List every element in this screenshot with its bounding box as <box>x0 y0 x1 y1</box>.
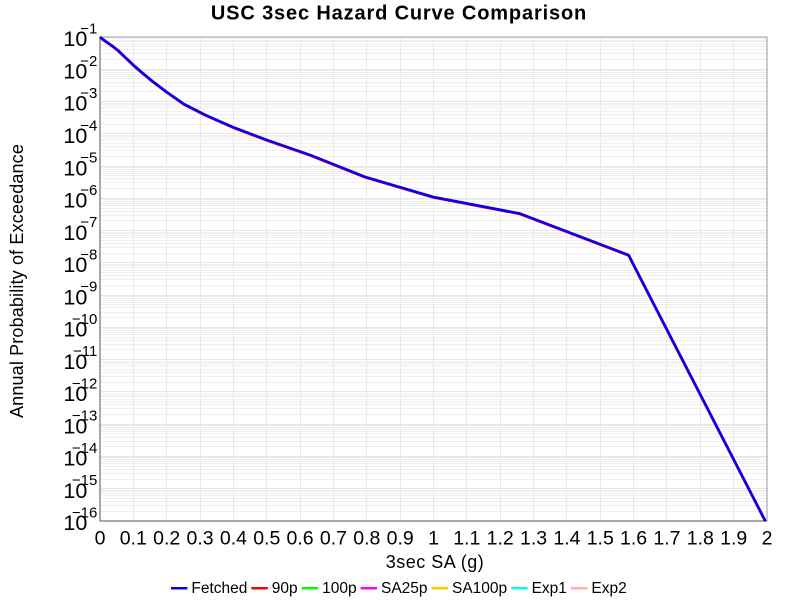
svg-text:1.7: 1.7 <box>653 528 680 550</box>
svg-text:−16: −16 <box>72 505 97 522</box>
svg-text:0: 0 <box>95 528 106 550</box>
svg-text:−15: −15 <box>72 472 97 489</box>
svg-text:0.2: 0.2 <box>153 528 180 550</box>
svg-text:1.9: 1.9 <box>720 528 747 550</box>
svg-text:0.5: 0.5 <box>253 528 280 550</box>
svg-text:10: 10 <box>63 27 87 51</box>
svg-text:USC 3sec Hazard Curve Comparis: USC 3sec Hazard Curve Comparison <box>211 3 587 25</box>
svg-text:3sec SA (g): 3sec SA (g) <box>386 552 485 572</box>
svg-text:100p: 100p <box>322 580 356 597</box>
svg-text:10: 10 <box>63 479 87 503</box>
svg-text:10: 10 <box>63 350 87 374</box>
svg-text:1.5: 1.5 <box>587 528 614 550</box>
svg-text:10: 10 <box>63 124 87 148</box>
svg-text:1.6: 1.6 <box>620 528 647 550</box>
svg-text:Annual Probability of Exceedan: Annual Probability of Exceedance <box>7 144 27 418</box>
svg-text:−7: −7 <box>80 214 97 231</box>
svg-text:0.9: 0.9 <box>387 528 414 550</box>
svg-text:−14: −14 <box>72 440 97 457</box>
svg-text:−13: −13 <box>72 408 97 425</box>
svg-text:−11: −11 <box>73 343 97 360</box>
svg-text:0.4: 0.4 <box>220 528 247 550</box>
svg-text:−2: −2 <box>80 53 97 70</box>
svg-text:10: 10 <box>63 59 87 83</box>
svg-text:0.1: 0.1 <box>120 528 147 550</box>
svg-text:−9: −9 <box>80 279 97 296</box>
svg-text:−1: −1 <box>80 21 97 38</box>
svg-text:10: 10 <box>63 189 87 213</box>
svg-text:90p: 90p <box>272 580 298 597</box>
svg-text:0.3: 0.3 <box>186 528 213 550</box>
svg-text:−10: −10 <box>72 311 97 328</box>
svg-text:0.8: 0.8 <box>353 528 380 550</box>
svg-text:−4: −4 <box>80 117 97 134</box>
svg-text:Fetched: Fetched <box>191 580 247 597</box>
svg-text:10: 10 <box>63 221 87 245</box>
svg-text:1.3: 1.3 <box>520 528 547 550</box>
svg-text:−8: −8 <box>80 246 97 263</box>
svg-text:10: 10 <box>63 511 87 535</box>
svg-text:Exp1: Exp1 <box>532 580 567 597</box>
svg-text:SA100p: SA100p <box>452 580 507 597</box>
svg-text:1.4: 1.4 <box>553 528 580 550</box>
svg-text:10: 10 <box>63 285 87 309</box>
svg-text:10: 10 <box>63 156 87 180</box>
svg-text:0.7: 0.7 <box>320 528 347 550</box>
svg-text:10: 10 <box>63 318 87 342</box>
svg-text:1: 1 <box>428 528 439 550</box>
svg-text:1.2: 1.2 <box>487 528 514 550</box>
svg-text:1.8: 1.8 <box>687 528 714 550</box>
svg-text:0.6: 0.6 <box>287 528 314 550</box>
svg-text:10: 10 <box>63 414 87 438</box>
svg-text:−12: −12 <box>72 375 97 392</box>
svg-text:10: 10 <box>63 447 87 471</box>
svg-text:2: 2 <box>762 528 773 550</box>
svg-text:10: 10 <box>63 382 87 406</box>
svg-text:10: 10 <box>63 253 87 277</box>
svg-text:10: 10 <box>63 92 87 116</box>
svg-text:1.1: 1.1 <box>453 528 480 550</box>
svg-text:−3: −3 <box>80 85 97 102</box>
svg-text:−5: −5 <box>80 150 97 167</box>
svg-text:−6: −6 <box>80 182 97 199</box>
svg-text:SA25p: SA25p <box>381 580 428 597</box>
svg-text:Exp2: Exp2 <box>591 580 626 597</box>
